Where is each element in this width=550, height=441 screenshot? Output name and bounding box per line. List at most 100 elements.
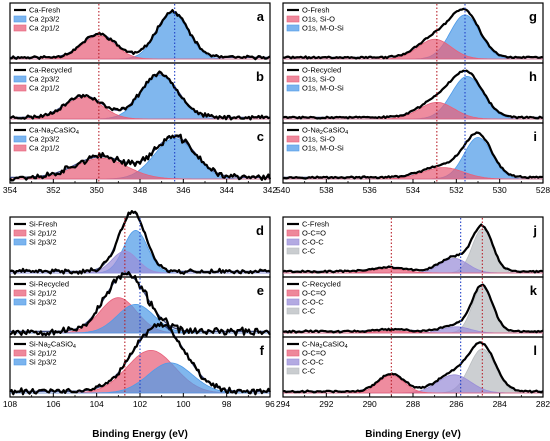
x-tick-label-ca-350: 350 (90, 185, 104, 195)
legend-label-g-0: O-Fresh (302, 6, 330, 15)
panel-letter-e: e (257, 283, 264, 298)
legend-label-j-0: C-Fresh (302, 220, 329, 229)
legend-label-c-1: Ca 2p3/2 (29, 135, 59, 144)
axes-layer: 354 352 350 348 346 344 342 108 106 104 102 100 98 96… (3, 179, 550, 409)
panel-letter-j: j (532, 223, 537, 238)
panel-letter-k: k (530, 283, 538, 298)
legend-label-c-2: Ca 2p1/2 (29, 144, 59, 153)
x-tick-label-o-536: 536 (363, 185, 377, 195)
x-tick-label-c-282: 282 (536, 399, 550, 409)
legend-label-l-2: C-O-C (302, 358, 324, 367)
legend-label-f-2: Si 2p3/2 (29, 358, 57, 367)
legend-swatch-b-1 (13, 75, 27, 83)
x-tick-label-c-288: 288 (406, 399, 420, 409)
x-tick-label-c-286: 286 (449, 399, 463, 409)
data-line-l (282, 341, 544, 394)
legend-swatch-i-1 (286, 135, 300, 143)
peak-d-2 (10, 250, 270, 274)
legend-label-a-2: Ca 2p1/2 (29, 24, 59, 33)
legend-label-b-1: Ca 2p3/2 (29, 75, 59, 84)
legend-swatch-k-2 (286, 298, 300, 306)
peak-g-2 (283, 38, 543, 60)
x-tick-label-ca-342: 342 (263, 185, 277, 195)
legend-label-d-2: Si 2p3/2 (29, 238, 57, 247)
legend-label-f-0: Si-Na2CaSiO4 (29, 340, 76, 351)
legend-label-k-2: C-O-C (302, 298, 324, 307)
legend-swatch-j-1 (286, 229, 300, 237)
x-tick-label-si-96: 96 (265, 399, 275, 409)
legend-label-l-0: C-Na2CaSiO4 (302, 340, 348, 351)
legend-swatch-a-2 (13, 24, 27, 32)
legend-swatch-a-1 (13, 15, 27, 23)
x-axis-si: 108 106 104 102 100 98 96 (3, 393, 275, 409)
legend-swatch-e-2 (13, 298, 27, 306)
panel-letter-c: c (257, 129, 264, 144)
data-line-d (9, 210, 271, 275)
data-line-b (9, 70, 271, 121)
x-tick-label-ca-346: 346 (176, 185, 190, 195)
data-line-j (282, 223, 544, 274)
x-tick-label-si-98: 98 (222, 399, 232, 409)
legend-swatch-l-3 (286, 367, 300, 375)
legend-label-h-0: O-Recycled (302, 66, 341, 75)
legend-swatch-f-1 (13, 349, 27, 357)
legend-swatch-c-2 (13, 144, 27, 152)
panel-letter-a: a (257, 9, 265, 24)
legend-swatch-d-1 (13, 229, 27, 237)
x-tick-label-o-530: 530 (493, 185, 507, 195)
x-tick-label-o-528: 528 (536, 185, 550, 195)
legend-swatch-k-1 (286, 289, 300, 297)
legend-label-l-1: O-C=O (302, 349, 326, 358)
legend-label-c-0: Ca-Na2CaSiO4 (29, 126, 79, 137)
x-tick-label-ca-344: 344 (220, 185, 234, 195)
data-line-h (282, 69, 544, 120)
legend-label-e-2: Si 2p3/2 (29, 298, 57, 307)
legend-swatch-b-2 (13, 84, 27, 92)
panel-letter-b: b (256, 69, 264, 84)
data-line-c (9, 133, 272, 182)
data-line-a (10, 9, 271, 61)
x-axis-o: 540 538 536 534 532 530 528 (276, 179, 550, 195)
panel-letter-i: i (533, 129, 537, 144)
legend-label-b-0: Ca-Recycled (29, 66, 72, 75)
legend-swatch-k-3 (286, 307, 300, 315)
legend-label-k-1: O-C=O (302, 289, 326, 298)
legend-label-a-0: Ca-Fresh (29, 6, 60, 15)
legend-label-h-2: O1s, M-O-Si (302, 84, 344, 93)
legend-swatch-h-1 (286, 75, 300, 83)
x-axis-title-left: Binding Energy (eV) (92, 429, 188, 440)
legend-label-i-0: O-Na2CaSiO4 (302, 126, 348, 137)
legend-label-j-1: O-C=O (302, 229, 326, 238)
legend-swatch-h-2 (286, 84, 300, 92)
legend-label-i-1: O1s, Si-O (302, 135, 335, 144)
data-line-g (282, 7, 544, 60)
x-axis-c: 294 292 290 288 286 284 282 (276, 393, 550, 409)
data-line-i (282, 131, 544, 180)
legend-swatch-j-2 (286, 238, 300, 246)
x-tick-label-o-534: 534 (406, 185, 420, 195)
x-tick-label-o-538: 538 (319, 185, 333, 195)
legend-swatch-d-2 (13, 238, 27, 246)
panel-letter-g: g (529, 9, 537, 24)
legend-label-i-2: O1s, M-O-Si (302, 144, 344, 153)
legend-swatch-j-3 (286, 247, 300, 255)
legend-label-b-2: Ca 2p1/2 (29, 84, 59, 93)
data-line-f (9, 321, 271, 396)
legend-label-d-0: Si-Fresh (29, 220, 57, 229)
x-tick-label-c-284: 284 (493, 399, 507, 409)
legend-label-e-1: Si 2p1/2 (29, 289, 57, 298)
panel-letter-f: f (260, 343, 265, 358)
legend-swatch-i-2 (286, 144, 300, 152)
legend-label-l-3: C-C (302, 367, 316, 376)
x-tick-label-ca-352: 352 (46, 185, 60, 195)
